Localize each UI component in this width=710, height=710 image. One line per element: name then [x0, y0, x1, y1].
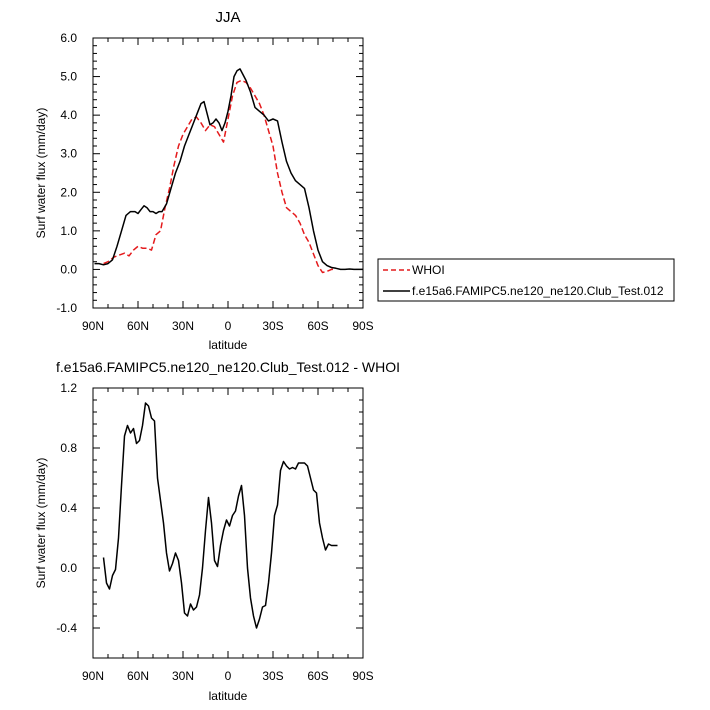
- top-chart-ticks: 90N 60N 30N 0 30S 60S 90S -1.0 0.0 1.0 2.0 3.0 4.0 5.…: [56, 31, 373, 333]
- bottom-series-line-0: [102, 402, 338, 629]
- bottom-chart-ticks: 90N 60N 30N 0 30S 60S 90S -0.4 0.0 0.4 0.8 1.2: [56, 381, 373, 683]
- legend: WHOI f.e15a6.FAMIPC5.ne120_ne120.Club_Te…: [377, 258, 675, 302]
- bottom-x-tick-label: 90N: [82, 669, 104, 683]
- bottom-y-tick-label: 0.8: [60, 441, 77, 455]
- bottom-x-axis-label: latitude: [209, 689, 248, 703]
- top-y-tick-label: 6.0: [60, 31, 77, 45]
- top-series-line-1: [94, 68, 363, 271]
- legend-label-whoi: WHOI: [412, 263, 445, 277]
- bottom-x-tick-label: 60S: [307, 669, 328, 683]
- top-y-axis-label: Surf water flux (mm/day): [34, 108, 48, 239]
- top-x-tick-label: 60S: [307, 319, 328, 333]
- bottom-x-tick-label: 60N: [127, 669, 149, 683]
- top-x-tick-label: 90S: [352, 319, 373, 333]
- top-chart-title: JJA: [215, 9, 240, 26]
- bottom-plot-frame: [92, 387, 364, 659]
- bottom-y-tick-label: -0.4: [56, 621, 77, 635]
- top-y-tick-label: -1.0: [56, 301, 77, 315]
- bottom-y-tick-label: 0.0: [60, 561, 77, 575]
- top-plot-frame: [92, 37, 364, 309]
- top-chart: JJA 90N 60N 30N 0 30S 60S 90S -1.0 0.0 1.0 2.0 3.0 4…: [34, 9, 675, 352]
- bottom-chart-lines: [102, 402, 338, 629]
- legend-label-model: f.e15a6.FAMIPC5.ne120_ne120.Club_Test.01…: [412, 284, 664, 298]
- top-x-tick-label: 60N: [127, 319, 149, 333]
- top-x-axis-label: latitude: [209, 338, 248, 352]
- bottom-y-axis-label: Surf water flux (mm/day): [34, 458, 48, 589]
- bottom-y-tick-label: 1.2: [60, 381, 77, 395]
- top-x-tick-label: 30N: [172, 319, 194, 333]
- top-y-tick-label: 4.0: [60, 108, 77, 122]
- bottom-x-tick-label: 0: [225, 669, 232, 683]
- bottom-x-tick-label: 30N: [172, 669, 194, 683]
- bottom-y-tick-label: 0.4: [60, 501, 77, 515]
- top-y-tick-label: 1.0: [60, 224, 77, 238]
- top-y-tick-label: 3.0: [60, 147, 77, 161]
- top-y-tick-label: 5.0: [60, 70, 77, 84]
- top-series-line-0: [103, 79, 336, 274]
- bottom-chart-title: f.e15a6.FAMIPC5.ne120_ne120.Club_Test.01…: [56, 359, 400, 375]
- bottom-x-tick-label: 30S: [262, 669, 283, 683]
- top-y-tick-label: 2.0: [60, 185, 77, 199]
- top-chart-lines: [94, 68, 363, 274]
- top-x-tick-label: 0: [225, 319, 232, 333]
- bottom-x-tick-label: 90S: [352, 669, 373, 683]
- bottom-chart: f.e15a6.FAMIPC5.ne120_ne120.Club_Test.01…: [34, 359, 400, 703]
- legend-box: [377, 258, 675, 302]
- top-y-tick-label: 0.0: [60, 262, 77, 276]
- top-x-tick-label: 90N: [82, 319, 104, 333]
- top-x-tick-label: 30S: [262, 319, 283, 333]
